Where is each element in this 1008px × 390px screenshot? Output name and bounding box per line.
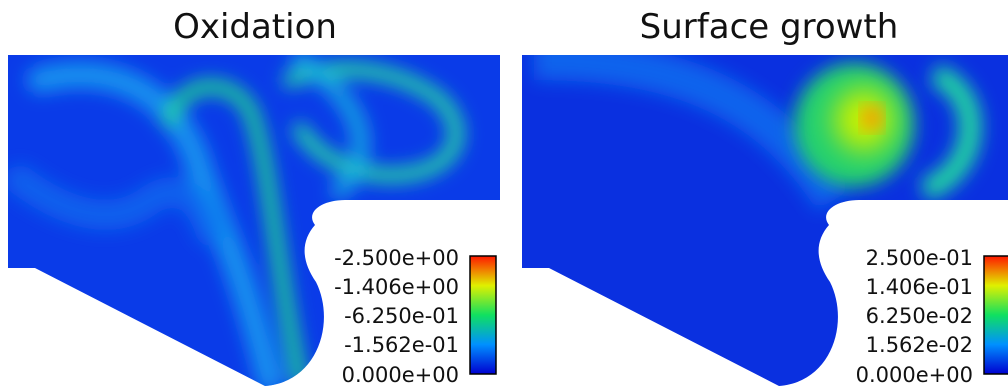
colorbar-label: 1.562e-02 — [866, 333, 973, 357]
colorbar-label: -1.562e-01 — [344, 333, 459, 357]
colorbar-label: -6.250e-01 — [344, 304, 459, 328]
colorbar-label: 2.500e-01 — [866, 246, 973, 270]
colorbar — [469, 255, 497, 375]
colorbar-label: -1.406e+00 — [334, 275, 459, 299]
colorbar-label: -2.500e+00 — [334, 246, 459, 270]
panel-surface-growth: 2.500e-01 1.406e-01 6.250e-02 1.562e-02 0.00… — [522, 55, 1008, 387]
colorbar-label: 0.000e+00 — [856, 363, 973, 387]
colorbar-label: 1.406e-01 — [866, 275, 973, 299]
colorbar — [983, 255, 1008, 375]
panel-oxidation: -2.500e+00 -1.406e+00 -6.250e-01 -1.562e-01… — [8, 55, 500, 387]
colorbar-label: 0.000e+00 — [342, 363, 459, 387]
panel-title: Surface growth — [640, 7, 899, 47]
panel-title: Oxidation — [173, 7, 337, 47]
colorbar-label: 6.250e-02 — [866, 304, 973, 328]
